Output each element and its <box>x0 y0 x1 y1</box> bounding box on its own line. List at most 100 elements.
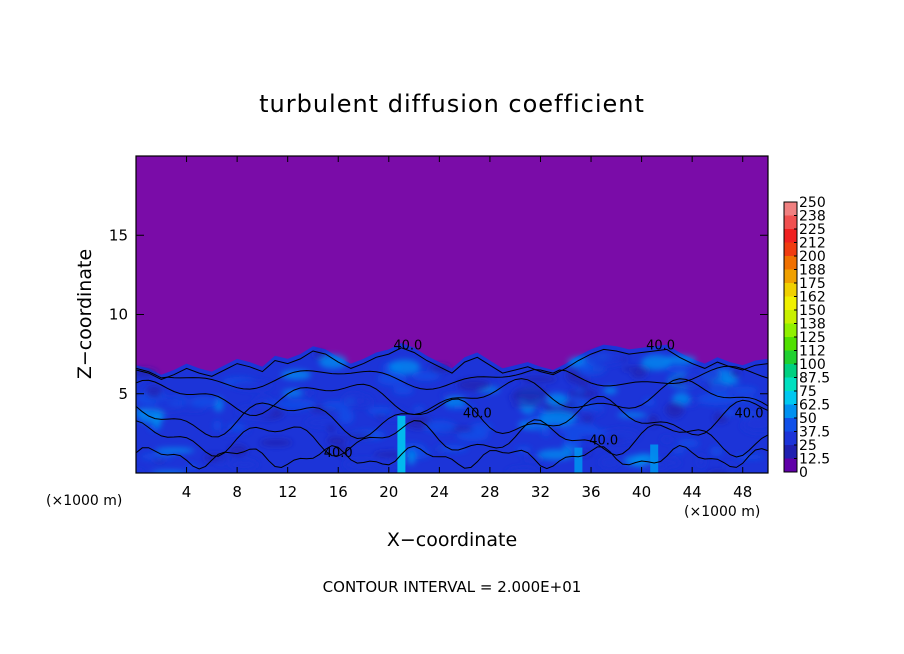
eddy-patch <box>577 377 590 389</box>
colorbar-label: 0 <box>799 465 808 481</box>
contour-label: 40.0 <box>463 407 492 422</box>
eddy-patch <box>677 438 700 448</box>
x-tick-label: 4 <box>182 483 192 501</box>
eddy-patch <box>510 401 549 407</box>
colorbar-label: 138 <box>799 317 826 333</box>
eddy-patch <box>326 425 336 432</box>
x-unit-left: (×1000 m) <box>46 493 122 509</box>
eddy-patch <box>456 379 491 392</box>
eddy-patch <box>413 406 425 412</box>
eddy-patch <box>140 453 174 460</box>
eddy-patch <box>282 389 304 397</box>
colorbar-label: 62.5 <box>799 398 830 414</box>
contour-labels: 40.0 40.0 40.0 40.0 40.0 40.0 <box>324 338 764 461</box>
eddy-patch <box>305 417 344 428</box>
contour-line <box>136 419 768 458</box>
eddy-patch <box>321 400 351 412</box>
eddy-patch <box>186 463 199 471</box>
eddy-patch <box>456 430 489 442</box>
eddy-patch <box>643 398 656 407</box>
eddy-patch <box>155 447 195 454</box>
colorbar-swatch <box>784 458 797 473</box>
eddy-patch <box>731 386 758 395</box>
eddy-patch <box>709 381 731 396</box>
eddy-patch <box>411 371 440 382</box>
colorbar-swatch <box>784 202 797 216</box>
colorbar-label: 100 <box>799 357 826 373</box>
bright-column <box>650 444 659 473</box>
eddy-patch <box>232 380 273 391</box>
eddy-patch <box>641 354 671 371</box>
eddy-patch <box>377 371 407 386</box>
x-tick-label: 40 <box>632 483 651 501</box>
eddy-patch <box>664 365 690 373</box>
colorbar-label: 162 <box>799 290 826 306</box>
colorbar-label: 175 <box>799 276 826 292</box>
eddy-patch <box>182 406 206 412</box>
contour-lines <box>136 347 768 470</box>
eddy-patch <box>371 464 393 473</box>
y-tick-label: 15 <box>109 226 128 244</box>
y-tick-label: 10 <box>109 306 128 324</box>
eddy-patch <box>508 394 545 401</box>
eddy-patch <box>546 392 568 407</box>
x-tick-label: 48 <box>733 483 752 501</box>
colorbar-label: 225 <box>799 222 826 238</box>
eddy-patch <box>541 429 551 437</box>
eddy-patch <box>722 378 739 385</box>
colorbar-label: 125 <box>799 330 826 346</box>
eddy-patch <box>617 412 647 418</box>
contour-line <box>136 444 768 470</box>
eddy-patch <box>648 414 659 427</box>
eddy-patch <box>277 399 316 410</box>
colorbar-swatch <box>784 377 797 392</box>
x-tick-label: 12 <box>278 483 297 501</box>
colorbar-label: 200 <box>799 249 826 265</box>
eddy-patch <box>407 449 416 465</box>
contour-line <box>136 395 768 440</box>
y-axis-ticks: 5 10 15 <box>109 226 768 403</box>
x-tick-label: 32 <box>531 483 550 501</box>
eddy-patch <box>326 436 347 446</box>
colorbar-label: 188 <box>799 263 826 279</box>
eddy-patch <box>696 393 735 406</box>
colorbar-swatch <box>784 269 797 284</box>
x-axis-label: X−coordinate <box>387 529 517 551</box>
eddy-patch <box>710 446 723 457</box>
eddy-patch <box>155 397 187 403</box>
colorbar-swatch <box>784 364 797 378</box>
eddy-patch <box>721 409 737 417</box>
eddy-patch <box>338 409 354 424</box>
colorbar-swatch <box>784 350 797 365</box>
colorbar-swatch <box>784 418 797 432</box>
colorbar-swatch <box>784 242 797 257</box>
eddy-patch <box>356 395 373 409</box>
eddy-patch <box>227 423 245 433</box>
colorbar-label: 87.5 <box>799 371 830 387</box>
colorbar-label: 25 <box>799 438 817 454</box>
colorbar-swatch <box>784 296 797 311</box>
colorbar-swatch <box>784 445 797 459</box>
colorbar-swatch <box>784 337 797 351</box>
chart-title: turbulent diffusion coefficient <box>259 90 645 118</box>
contour-line <box>136 378 768 417</box>
x-tick-label: 28 <box>480 483 499 501</box>
eddy-patch <box>730 370 741 378</box>
eddy-patch <box>399 442 426 456</box>
colorbar-label: 75 <box>799 384 817 400</box>
x-tick-label: 24 <box>430 483 449 501</box>
contour-label: 40.0 <box>589 434 618 449</box>
eddy-patch <box>318 354 348 369</box>
colorbar-swatch <box>784 431 797 446</box>
eddy-patch <box>446 404 477 410</box>
x-tick-label: 44 <box>683 483 702 501</box>
eddy-patch <box>568 404 606 411</box>
eddy-patch <box>559 423 598 437</box>
eddy-patch <box>367 406 393 416</box>
eddy-patch <box>213 420 222 431</box>
contour-line <box>136 365 768 390</box>
eddy-patch <box>281 369 311 380</box>
eddy-patch <box>259 438 293 447</box>
eddy-patch <box>424 420 456 433</box>
